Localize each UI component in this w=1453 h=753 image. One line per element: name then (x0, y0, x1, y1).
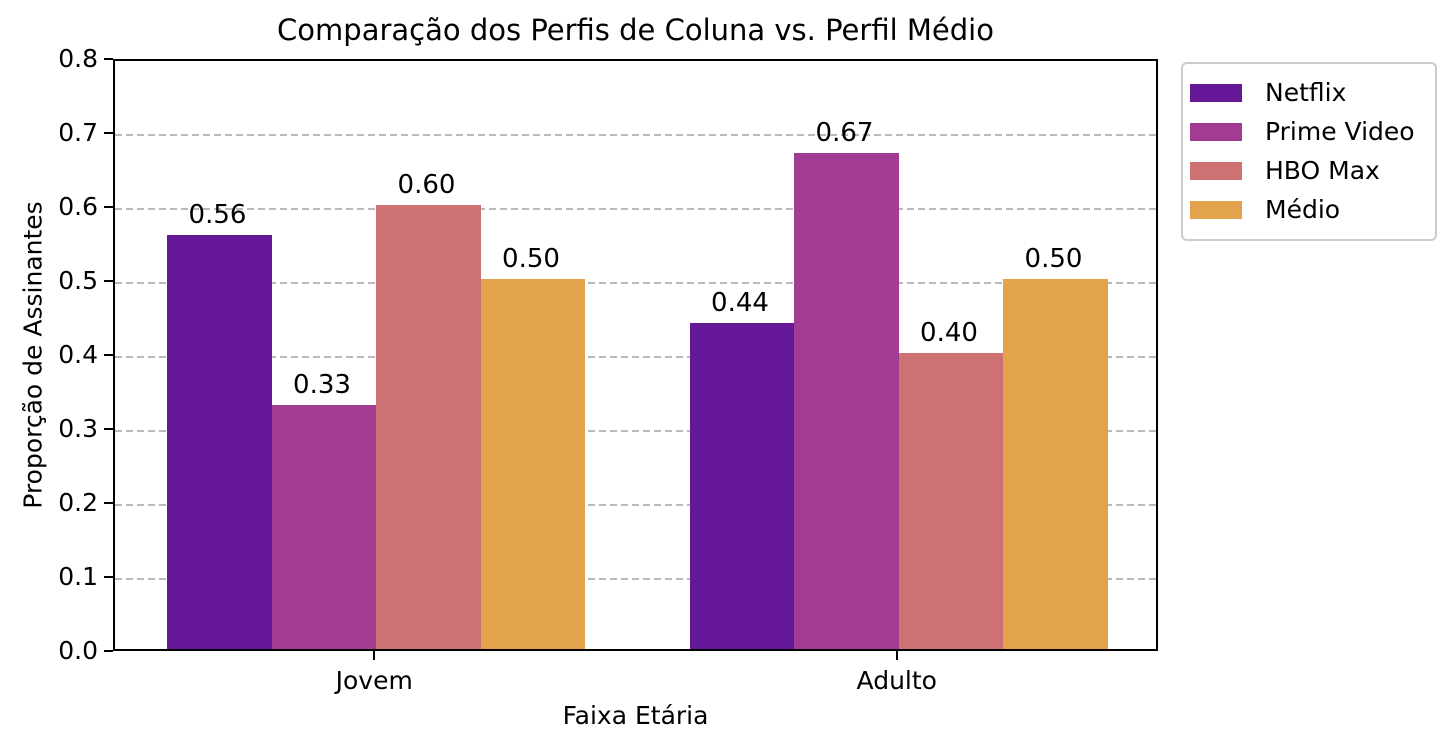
chart-title: Comparação dos Perfis de Coluna vs. Perf… (277, 13, 994, 47)
y-tick-mark (104, 428, 113, 430)
gridline (115, 430, 1156, 432)
gridline (115, 578, 1156, 580)
legend-item-netflix: Netflix (1190, 73, 1425, 112)
x-axis-label: Faixa Etária (562, 701, 709, 730)
bar-hbo-max-adulto (898, 353, 1004, 649)
bar-value-label: 0.40 (920, 318, 978, 348)
x-tick-mark (373, 651, 376, 660)
y-tick-mark (104, 650, 113, 652)
bar-netflix-jovem (167, 234, 272, 649)
bar-value-label: 0.44 (711, 288, 769, 319)
legend-swatch (1190, 200, 1242, 219)
x-tick-label: Jovem (335, 666, 413, 695)
y-tick-label: 0.1 (58, 562, 98, 591)
gridline (115, 356, 1156, 358)
gridline (115, 134, 1156, 136)
y-tick-mark (104, 206, 113, 208)
gridline (115, 282, 1156, 284)
legend-label: Netflix (1265, 77, 1347, 107)
bar-prime-video-jovem (271, 404, 377, 649)
y-tick-mark (104, 132, 113, 134)
y-tick-label: 0.4 (58, 340, 98, 369)
y-tick-mark (104, 576, 113, 578)
bar-value-label: 0.67 (815, 118, 874, 149)
bar-value-label: 0.56 (188, 199, 247, 230)
y-tick-label: 0.3 (58, 414, 98, 443)
legend-swatch (1190, 161, 1242, 180)
bar-value-label: 0.50 (502, 244, 560, 274)
y-tick-label: 0.0 (58, 636, 98, 665)
bar-value-label: 0.50 (1024, 244, 1083, 274)
y-tick-mark (104, 280, 113, 282)
bar-médio-jovem (480, 279, 586, 649)
gridline (115, 208, 1156, 210)
legend-item-prime-video: Prime Video (1190, 112, 1425, 151)
x-tick-mark (895, 651, 898, 660)
legend-label: Médio (1265, 194, 1341, 224)
plot-area (113, 59, 1158, 651)
legend-swatch (1190, 83, 1242, 102)
y-tick-mark (104, 58, 113, 60)
bar-value-label: 0.33 (293, 369, 351, 400)
legend-label: HBO Max (1265, 155, 1380, 185)
legend-item-hbo-max: HBO Max (1190, 151, 1425, 190)
legend: Netflix Prime Video HBO Max Médio (1181, 62, 1437, 241)
gridline (115, 504, 1156, 506)
bar-prime-video-adulto (794, 153, 899, 649)
y-tick-label: 0.7 (58, 118, 98, 147)
y-tick-mark (104, 502, 113, 504)
y-tick-label: 0.8 (58, 44, 98, 73)
y-tick-label: 0.2 (58, 488, 98, 517)
y-tick-mark (104, 354, 113, 356)
bar-hbo-max-jovem (376, 205, 481, 649)
bar-value-label: 0.60 (397, 170, 456, 200)
legend-item-médio: Médio (1190, 190, 1425, 229)
legend-swatch (1190, 122, 1242, 141)
y-tick-label: 0.6 (58, 192, 98, 221)
x-tick-label: Adulto (856, 666, 937, 695)
y-tick-label: 0.5 (58, 266, 98, 295)
bar-netflix-adulto (689, 323, 795, 649)
bar-médio-adulto (1003, 279, 1108, 649)
legend-label: Prime Video (1265, 116, 1415, 146)
